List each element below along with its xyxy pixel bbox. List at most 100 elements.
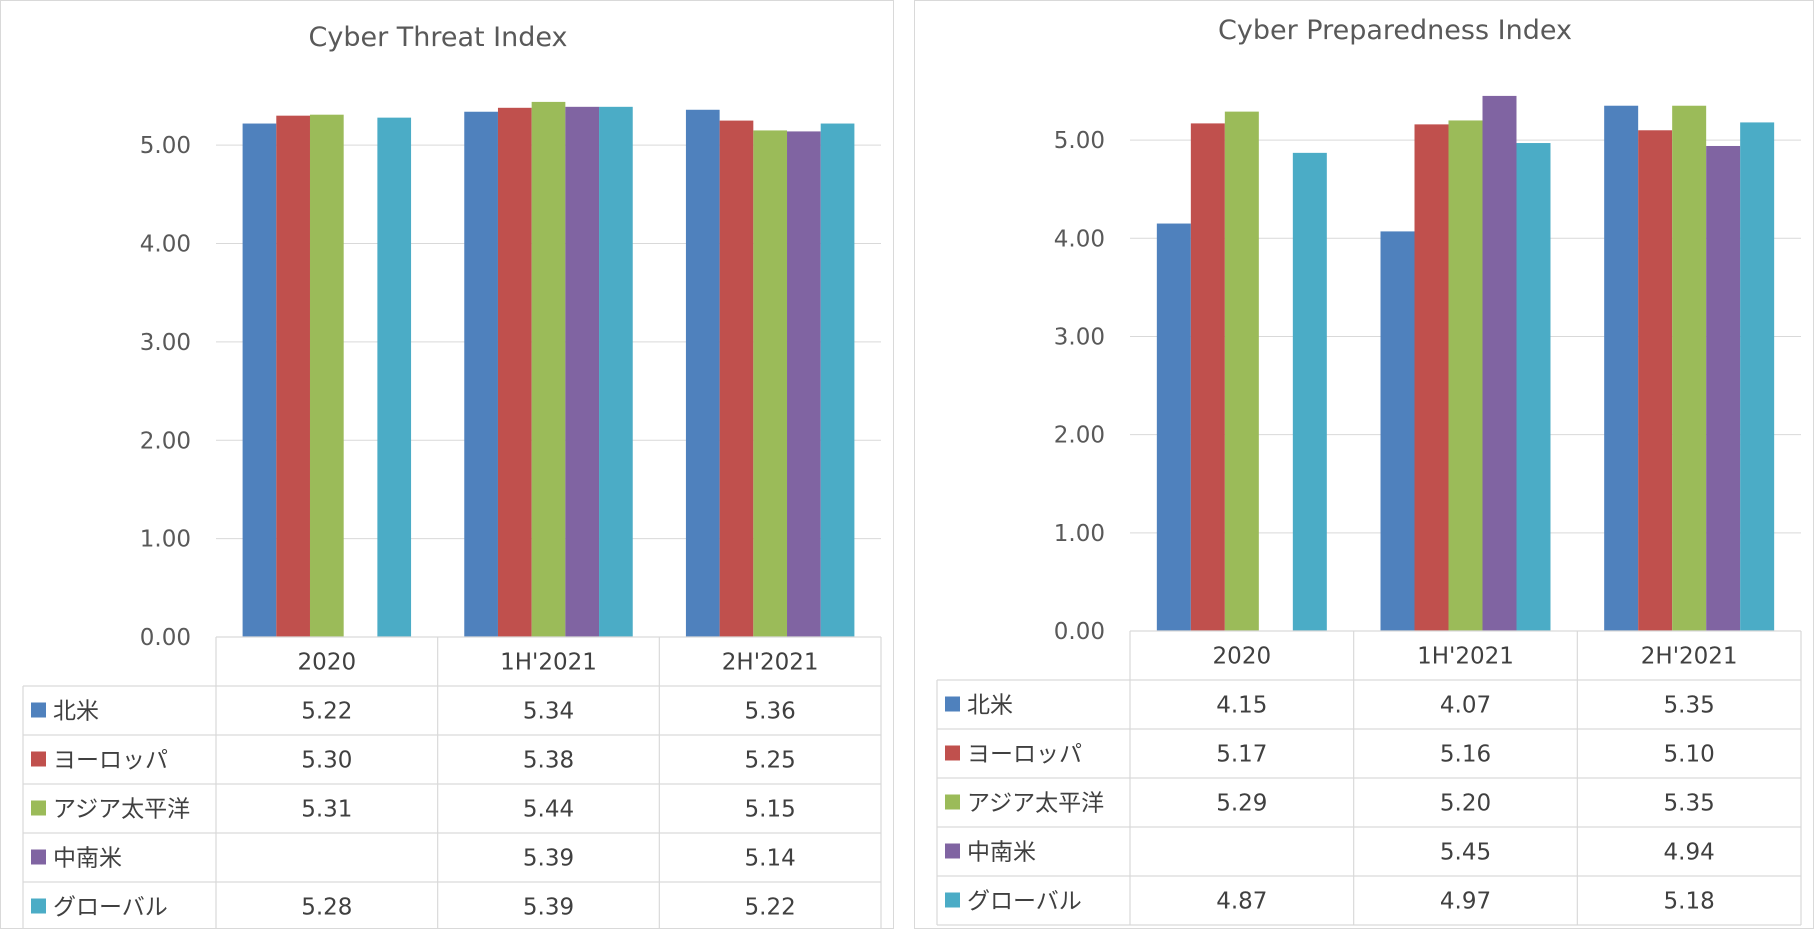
y-tick-label: 5.00	[140, 133, 191, 159]
legend-swatch	[945, 794, 960, 810]
category-label: 1H'2021	[1417, 644, 1514, 670]
threat-index-chart-panel: Cyber Threat Index 0.00 1.00 2.00 3.00 4.00 5.…	[0, 0, 894, 929]
legend-swatch	[945, 745, 960, 761]
y-tick-label: 4.00	[140, 232, 191, 258]
legend-swatch	[945, 696, 960, 712]
bar-asia-pacific-2h2021	[753, 130, 788, 637]
bar-asia-pacific-2020	[309, 114, 344, 638]
y-tick-label: 4.00	[1054, 226, 1105, 252]
legend-swatch	[31, 702, 46, 718]
table-value: 5.39	[523, 895, 574, 921]
legend-swatch	[31, 898, 46, 914]
table-value: 5.18	[1664, 889, 1715, 915]
table-value: 5.35	[1664, 791, 1715, 817]
table-value: 5.16	[1440, 742, 1491, 768]
category-label: 1H'2021	[500, 650, 597, 676]
y-tick-label: 1.00	[1054, 521, 1105, 547]
table-value: 5.44	[523, 797, 574, 823]
series-name: ヨーロッパ	[53, 748, 168, 774]
table-value: 5.15	[745, 797, 796, 823]
bar-north-america-2020	[1156, 223, 1191, 631]
table-value: 5.28	[301, 895, 352, 921]
category-label: 2020	[298, 650, 357, 676]
bar-north-america-2020	[242, 123, 277, 638]
table-value: 5.31	[301, 797, 352, 823]
y-tick-label: 1.00	[140, 527, 191, 553]
table-value: 5.30	[301, 748, 352, 774]
chart-title: Cyber Threat Index	[308, 22, 567, 53]
preparedness-index-chart-panel: Cyber Preparedness Index 0.00 1.00 2.00 3.00…	[914, 0, 1814, 929]
table-value: 4.07	[1440, 693, 1491, 719]
y-tick-label: 5.00	[1054, 128, 1105, 154]
bar-latin-america-2h2021	[787, 131, 821, 638]
legend-swatch	[31, 849, 46, 865]
y-tick-label: 2.00	[1054, 423, 1105, 449]
legend-swatch	[31, 751, 46, 767]
bar-asia-pacific-1h2021	[531, 101, 566, 638]
bar-north-america-1h2021	[464, 111, 498, 638]
bar-asia-pacific-2h2021	[1672, 105, 1707, 631]
y-tick-label: 3.00	[1054, 324, 1105, 350]
series-name: ヨーロッパ	[967, 742, 1082, 768]
bar-global-2h2021	[1740, 122, 1775, 631]
table-value: 5.22	[745, 895, 796, 921]
table-value: 5.22	[301, 699, 352, 725]
bar-latin-america-1h2021	[565, 106, 600, 637]
category-label: 2H'2021	[722, 650, 819, 676]
series-name: 中南米	[967, 840, 1036, 866]
legend-swatch	[31, 800, 46, 816]
bar-global-1h2021	[599, 106, 633, 637]
bar-global-2h2021	[820, 123, 855, 638]
bar-latin-america-2h2021	[1706, 145, 1741, 631]
bar-asia-pacific-1h2021	[1448, 120, 1483, 632]
bar-europe-2h2021	[1638, 130, 1673, 632]
bar-north-america-1h2021	[1380, 231, 1415, 631]
y-tick-label: 3.00	[140, 330, 191, 356]
table-value: 5.39	[523, 846, 574, 872]
table-value: 5.34	[523, 699, 574, 725]
series-name: 中南米	[53, 846, 122, 872]
bar-global-1h2021	[1516, 143, 1551, 631]
bar-europe-2020	[1190, 123, 1225, 632]
series-name: グローバル	[53, 895, 168, 921]
series-name: アジア太平洋	[53, 797, 190, 823]
preparedness-index-chart: Cyber Preparedness Index 0.00 1.00 2.00 3.00…	[936, 15, 1802, 926]
bar-europe-2020	[276, 115, 310, 637]
table-value: 5.25	[745, 748, 796, 774]
series-name: アジア太平洋	[967, 791, 1104, 817]
table-value: 5.38	[523, 748, 574, 774]
table-value: 5.17	[1216, 742, 1267, 768]
y-tick-label: 2.00	[140, 428, 191, 454]
table-value: 4.97	[1440, 889, 1491, 915]
bar-global-2020	[377, 117, 412, 637]
table-value: 5.36	[745, 699, 796, 725]
bar-europe-2h2021	[719, 120, 754, 637]
category-label: 2H'2021	[1641, 644, 1738, 670]
series-name: 北米	[967, 693, 1013, 719]
table-value: 5.29	[1216, 791, 1267, 817]
bar-europe-1h2021	[1414, 124, 1449, 631]
table-value: 4.15	[1216, 693, 1267, 719]
series-name: グローバル	[967, 889, 1082, 915]
bar-global-2020	[1292, 152, 1327, 631]
table-value: 5.14	[745, 846, 796, 872]
category-label: 2020	[1213, 644, 1272, 670]
legend-swatch	[945, 892, 960, 908]
y-tick-label: 0.00	[140, 625, 191, 651]
threat-index-chart: Cyber Threat Index 0.00 1.00 2.00 3.00 4.00 5.…	[22, 22, 882, 928]
series-name: 北米	[53, 699, 99, 725]
chart-title: Cyber Preparedness Index	[1218, 15, 1572, 46]
table-value: 4.87	[1216, 889, 1267, 915]
bar-asia-pacific-2020	[1224, 111, 1259, 632]
bar-north-america-2h2021	[1604, 105, 1639, 631]
table-value: 5.35	[1664, 693, 1715, 719]
table-value: 4.94	[1664, 840, 1715, 866]
legend-swatch	[945, 843, 960, 859]
table-value: 5.20	[1440, 791, 1491, 817]
bar-north-america-2h2021	[685, 109, 720, 637]
y-tick-label: 0.00	[1054, 619, 1105, 645]
table-value: 5.10	[1664, 742, 1715, 768]
bar-latin-america-1h2021	[1482, 95, 1517, 632]
table-value: 5.45	[1440, 840, 1491, 866]
bar-europe-1h2021	[497, 107, 532, 637]
